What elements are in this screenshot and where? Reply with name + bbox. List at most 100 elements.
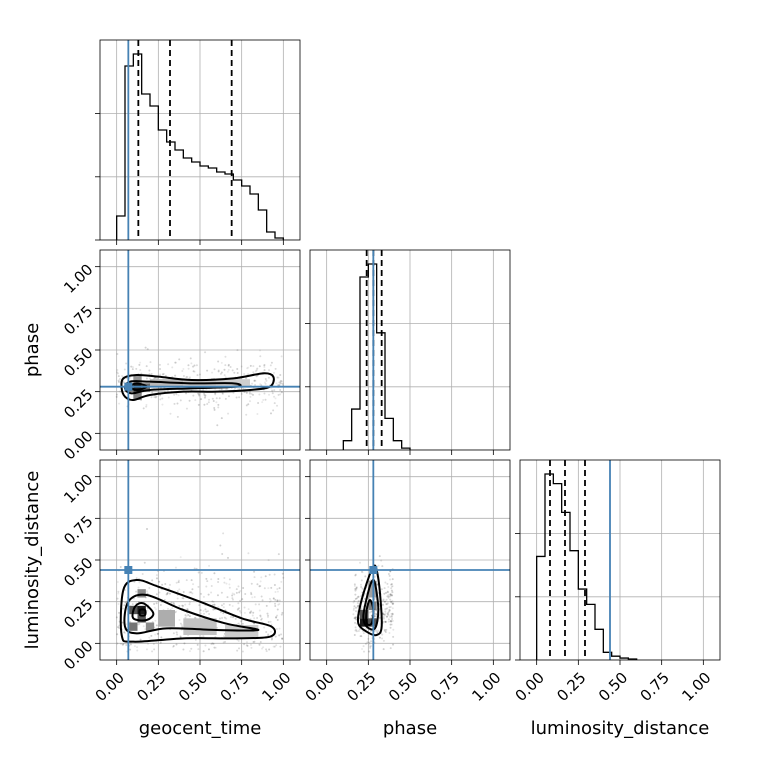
scatter-point bbox=[381, 604, 384, 607]
scatter-point bbox=[164, 374, 167, 377]
scatter-point bbox=[389, 626, 392, 629]
scatter-point bbox=[146, 609, 149, 612]
axes-frame bbox=[309, 459, 511, 661]
scatter-point bbox=[141, 572, 144, 575]
scatter-point bbox=[378, 617, 381, 620]
scatter-point bbox=[355, 610, 358, 613]
scatter-point bbox=[188, 603, 191, 606]
scatter-point bbox=[237, 602, 240, 605]
scatter-point bbox=[211, 600, 214, 603]
scatter-point bbox=[280, 391, 283, 394]
scatter-point bbox=[389, 570, 392, 573]
scatter-point bbox=[276, 590, 279, 593]
scatter-point bbox=[224, 387, 227, 390]
x-tick-label: 1.00 bbox=[678, 669, 714, 705]
scatter-point bbox=[235, 588, 238, 591]
scatter-point bbox=[195, 364, 198, 367]
scatter-point bbox=[185, 407, 188, 410]
scatter-point bbox=[154, 633, 157, 636]
scatter-point bbox=[384, 620, 387, 623]
pair-panel-geocent_time-phase: 0.00 0.25 0.50 0.75 1.00 bbox=[60, 249, 301, 463]
x-tick-label: 0.25 bbox=[133, 669, 169, 705]
scatter-point bbox=[281, 637, 284, 640]
scatter-point bbox=[224, 640, 227, 643]
scatter-point bbox=[270, 623, 273, 626]
scatter-point bbox=[166, 592, 169, 595]
y-tick-label: 0.25 bbox=[60, 595, 96, 631]
scatter-point bbox=[390, 587, 393, 590]
scatter-point bbox=[154, 396, 157, 399]
scatter-point bbox=[219, 611, 222, 614]
scatter-point bbox=[192, 583, 195, 586]
scatter-point bbox=[280, 633, 283, 636]
x-tick-label: 0.25 bbox=[553, 669, 589, 705]
scatter-point bbox=[200, 571, 203, 574]
contour-line bbox=[123, 380, 242, 395]
scatter-point bbox=[212, 608, 215, 611]
scatter-point bbox=[255, 369, 258, 372]
scatter-point bbox=[264, 382, 267, 385]
scatter-point bbox=[122, 643, 125, 646]
scatter-point bbox=[390, 594, 393, 597]
scatter-point bbox=[385, 628, 388, 631]
scatter-point bbox=[176, 597, 179, 600]
scatter-point bbox=[203, 392, 206, 395]
scatter-point bbox=[223, 374, 226, 377]
scatter-point bbox=[174, 361, 177, 364]
scatter-point bbox=[386, 595, 389, 598]
scatter-point bbox=[275, 382, 278, 385]
scatter-point bbox=[383, 592, 386, 595]
scatter-point bbox=[124, 632, 127, 635]
density-cell bbox=[158, 610, 175, 627]
scatter-point bbox=[121, 621, 124, 624]
scatter-point bbox=[118, 378, 121, 381]
scatter-point bbox=[270, 387, 273, 390]
scatter-point bbox=[364, 642, 367, 645]
scatter-point bbox=[164, 583, 167, 586]
scatter-point bbox=[352, 609, 355, 612]
scatter-point bbox=[222, 602, 225, 605]
scatter-point bbox=[212, 600, 215, 603]
scatter-point bbox=[117, 379, 120, 382]
scatter-point bbox=[125, 362, 128, 365]
y-axis-label-luminosity_distance: luminosity_distance bbox=[22, 471, 43, 650]
contour-line bbox=[119, 578, 276, 643]
scatter-point bbox=[243, 611, 246, 614]
scatter-point bbox=[387, 618, 390, 621]
scatter-point bbox=[119, 566, 122, 569]
scatter-point bbox=[181, 604, 184, 607]
scatter-point bbox=[230, 615, 233, 618]
scatter-point bbox=[261, 647, 264, 650]
scatter-point bbox=[116, 353, 119, 356]
scatter-point bbox=[202, 595, 205, 598]
scatter-point bbox=[378, 555, 381, 558]
scatter-point bbox=[226, 596, 229, 599]
scatter-point bbox=[222, 532, 225, 535]
scatter-point bbox=[240, 365, 243, 368]
scatter-point bbox=[375, 629, 378, 632]
scatter-point bbox=[228, 583, 231, 586]
scatter-point bbox=[387, 593, 390, 596]
scatter-point bbox=[207, 593, 210, 596]
scatter-point bbox=[277, 553, 280, 556]
scatter-point bbox=[278, 634, 281, 637]
scatter-point bbox=[174, 566, 177, 569]
scatter-point bbox=[185, 615, 188, 618]
scatter-point bbox=[269, 412, 272, 415]
scatter-point bbox=[194, 399, 197, 402]
scatter-point bbox=[367, 637, 370, 640]
scatter-point bbox=[167, 396, 170, 399]
scatter-point bbox=[223, 581, 226, 584]
scatter-point bbox=[354, 593, 357, 596]
scatter-point bbox=[118, 624, 121, 627]
y-tick-label: 0.50 bbox=[60, 554, 96, 590]
scatter-point bbox=[268, 600, 271, 603]
histogram-geocent_time bbox=[116, 53, 284, 240]
scatter-point bbox=[220, 388, 223, 391]
scatter-point bbox=[202, 635, 205, 638]
scatter-point bbox=[384, 621, 387, 624]
scatter-point bbox=[259, 349, 262, 352]
scatter-point bbox=[123, 631, 126, 634]
scatter-point bbox=[369, 645, 372, 648]
scatter-point bbox=[177, 394, 180, 397]
